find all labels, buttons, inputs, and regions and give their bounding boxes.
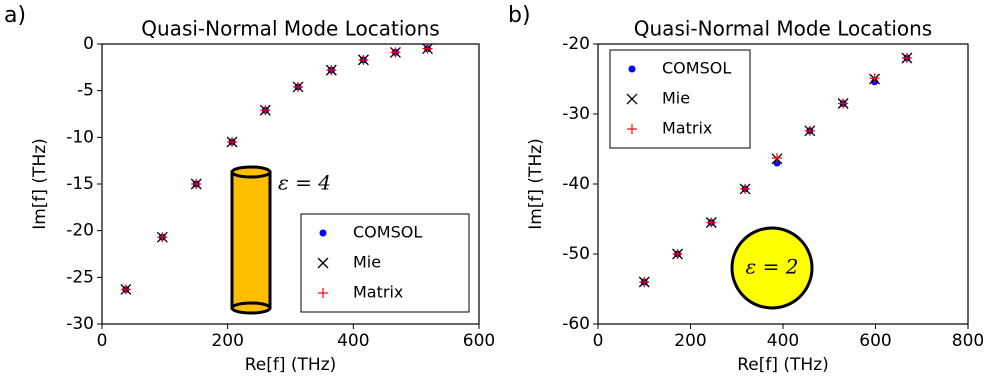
legend-marker: [318, 288, 328, 298]
cylinder-top: [230, 165, 272, 179]
x-tick-label: 800: [952, 331, 984, 351]
point: [422, 43, 433, 54]
legend-marker: [319, 229, 327, 237]
point: [120, 284, 131, 295]
point: [771, 153, 782, 164]
y-tick-label: -20: [66, 221, 94, 241]
x-tick-label: 200: [211, 331, 243, 351]
x-tick-label: 400: [767, 331, 799, 351]
legend-label: COMSOL: [353, 223, 422, 242]
point: [326, 65, 337, 76]
point: [358, 54, 369, 65]
x-tick-label: 600: [859, 331, 891, 351]
x-axis-label: Re[f] (THz): [737, 355, 829, 375]
y-tick-label: -10: [66, 127, 94, 147]
point: [838, 98, 849, 109]
legend-label: Matrix: [353, 283, 403, 302]
panel-label: b): [508, 3, 531, 28]
point: [672, 249, 683, 259]
chart-title: Quasi-Normal Mode Locations: [141, 17, 439, 41]
y-tick-label: -20: [562, 34, 590, 54]
sphere: [730, 226, 814, 310]
legend-marker: [317, 257, 329, 269]
y-axis-label: Im[f] (THz): [30, 138, 50, 230]
x-tick-label: 400: [337, 331, 369, 351]
cylinder: [230, 170, 272, 310]
point: [260, 105, 271, 116]
x-axis-label: Re[f] (THz): [245, 355, 337, 375]
y-axis-label: Im[f] (THz): [526, 138, 546, 230]
legend-marker: [627, 124, 637, 134]
point: [740, 183, 751, 194]
y-tick-label: -30: [562, 104, 590, 124]
marker-stroke: [317, 257, 329, 269]
legend-marker: [626, 93, 638, 105]
point: [157, 232, 168, 243]
y-tick-label: -15: [66, 174, 94, 194]
axes-frame: [101, 43, 480, 325]
cylinder-bottom: [230, 301, 272, 315]
legend-label: Matrix: [662, 119, 712, 138]
panel-label: a): [4, 3, 26, 28]
y-tick-label: -40: [562, 174, 590, 194]
y-tick-label: -25: [66, 267, 94, 287]
point: [901, 53, 912, 63]
marker-stroke: [626, 93, 638, 105]
legend-marker: [628, 65, 636, 73]
x-tick-label: 200: [674, 331, 706, 351]
legend-label: COMSOL: [662, 59, 731, 78]
y-tick-label: -5: [77, 81, 94, 101]
point: [869, 73, 880, 84]
axes-frame: [597, 43, 969, 325]
point: [227, 137, 238, 147]
point: [639, 277, 650, 287]
chart-title: Quasi-Normal Mode Locations: [634, 17, 932, 41]
point: [390, 47, 401, 58]
x-tick-label: 0: [97, 331, 108, 351]
legend-box: [300, 213, 470, 313]
point: [293, 81, 304, 92]
annotation: ε = 2: [746, 255, 799, 279]
annotation: ε = 4: [278, 171, 331, 195]
y-tick-label: -60: [562, 314, 590, 334]
x-tick-label: 600: [463, 331, 495, 351]
legend-label: Mie: [662, 89, 690, 108]
y-tick-label: -50: [562, 244, 590, 264]
point: [191, 179, 202, 189]
x-tick-label: 0: [593, 331, 604, 351]
legend-label: Mie: [353, 253, 381, 272]
y-tick-label: -30: [66, 314, 94, 334]
y-tick-label: 0: [83, 34, 94, 54]
point: [804, 125, 815, 136]
point: [706, 217, 717, 228]
